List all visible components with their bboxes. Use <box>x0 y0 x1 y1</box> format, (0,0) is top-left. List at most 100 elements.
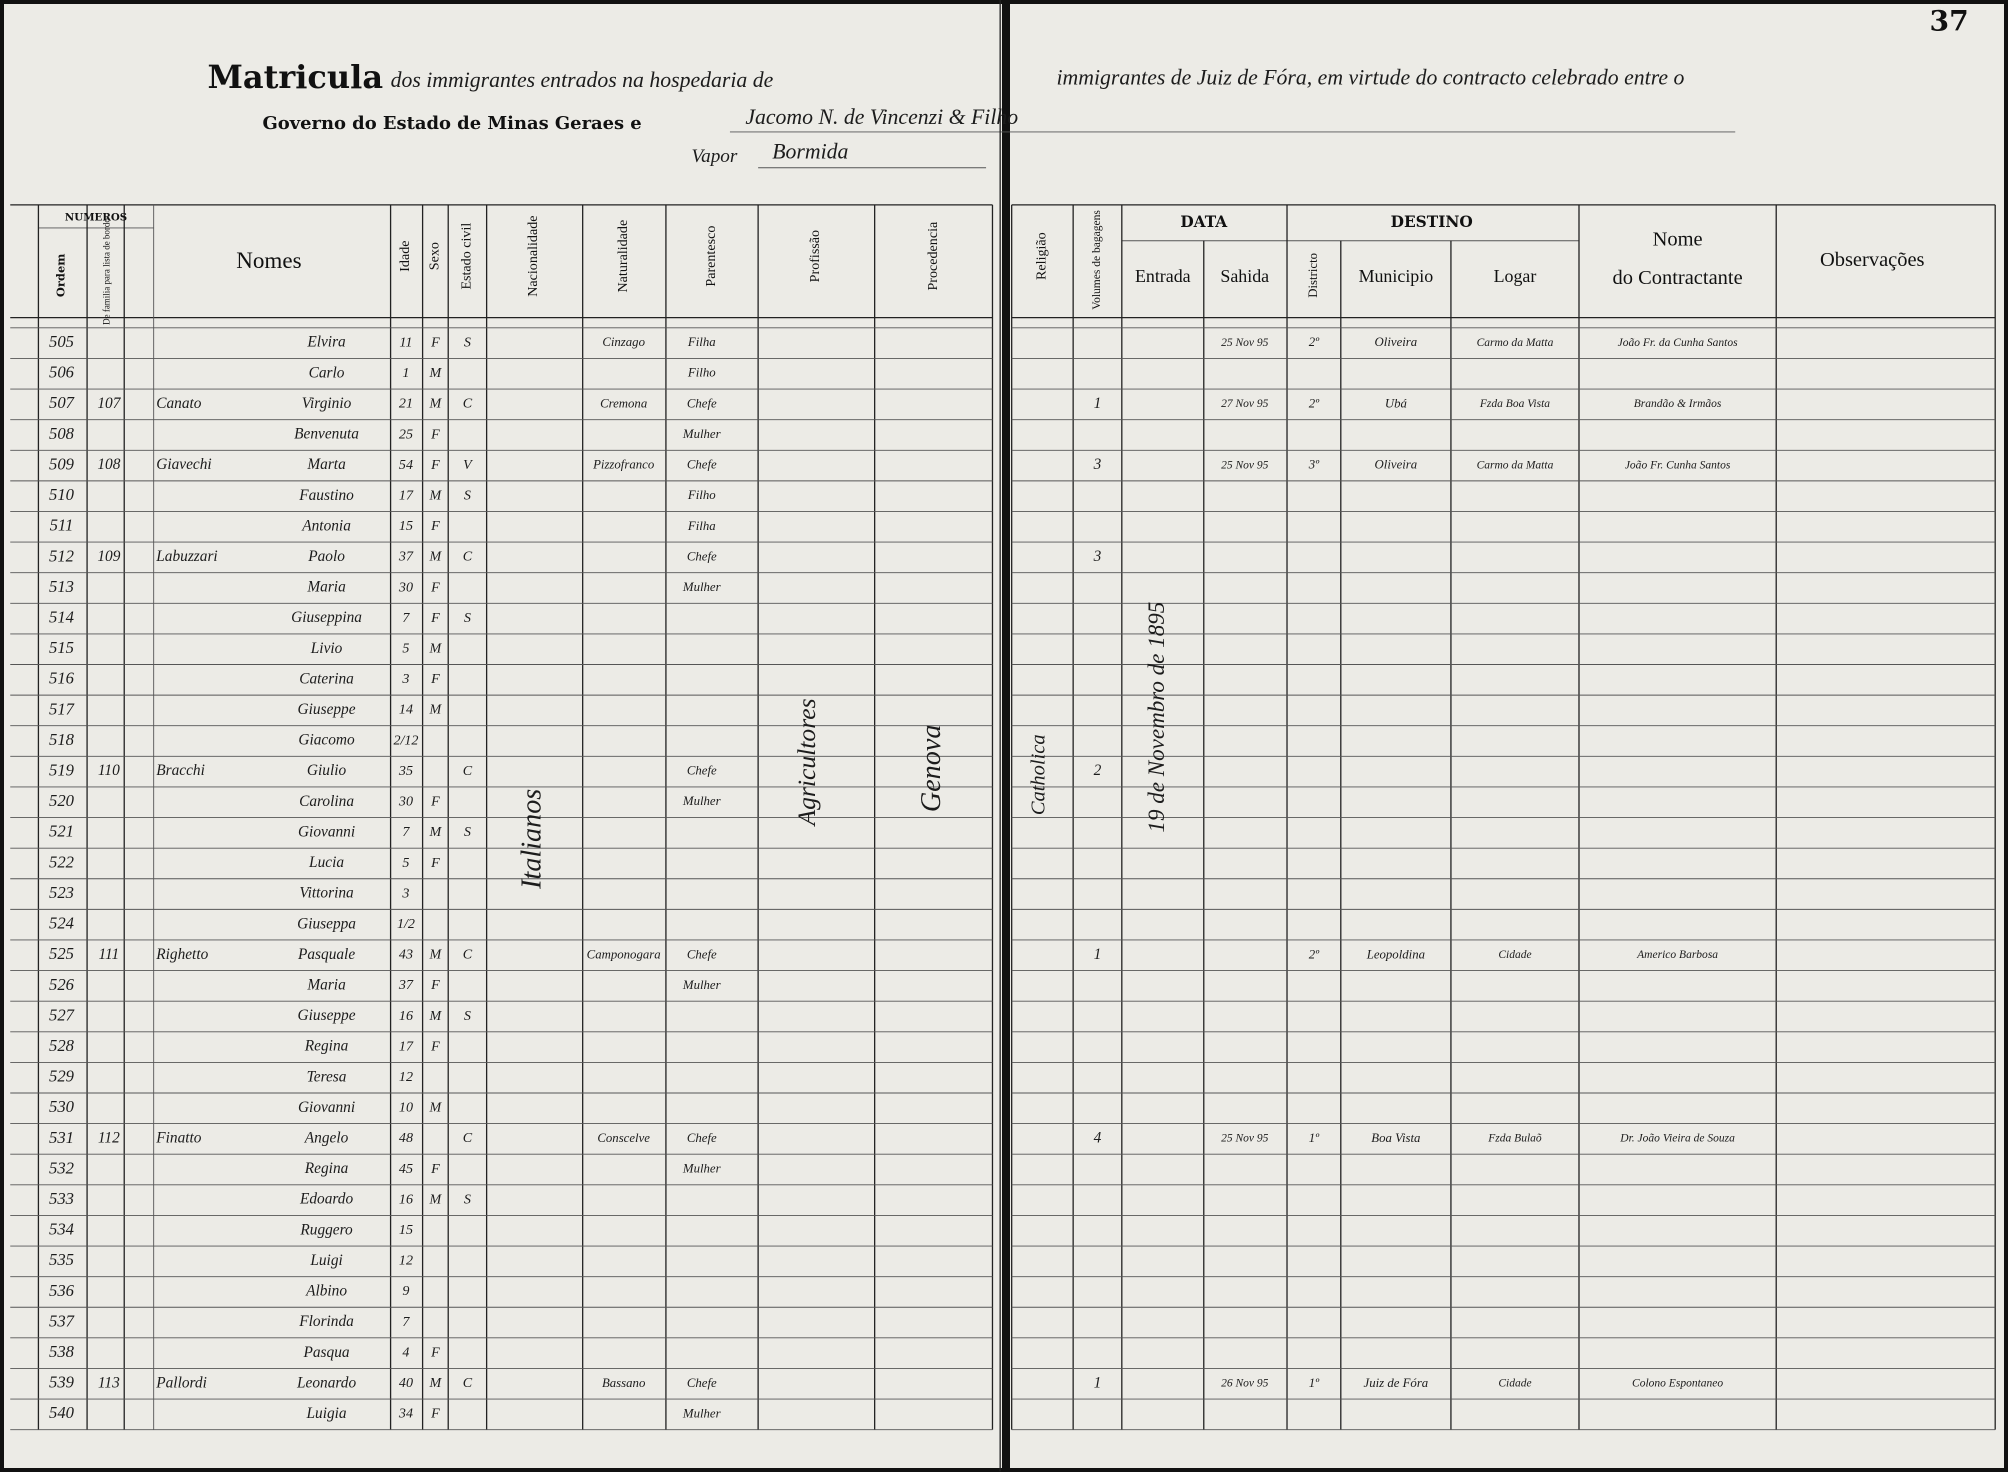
row-cell-volumes: 3 <box>1093 548 1102 565</box>
row-cell-volumes: 1 <box>1094 395 1102 412</box>
row-cell-estado: S <box>464 487 471 503</box>
row-cell-logar: Cidade <box>1498 1377 1531 1389</box>
row-cell-familia: 110 <box>98 762 120 779</box>
row-cell-ordem: 538 <box>49 1342 75 1361</box>
row-cell-nome: Leonardo <box>296 1374 356 1391</box>
annotation-procedencia: Genova <box>916 725 947 813</box>
row-cell-districto: 2º <box>1309 947 1320 961</box>
column-header: Profissão <box>807 230 823 282</box>
column-header: Sexo <box>427 242 443 270</box>
row-cell-sexo: M <box>429 1100 443 1116</box>
row-cell-estado: S <box>464 334 471 350</box>
row-cell-idade: 7 <box>402 1314 410 1330</box>
row-cell-ordem: 524 <box>49 914 74 933</box>
row-cell-nome: Giovanni <box>298 1099 355 1116</box>
row-cell-estado: V <box>463 457 473 473</box>
column-header: Ordem <box>53 253 67 297</box>
row-cell-nome: Angelo <box>304 1130 349 1147</box>
row-cell-nome: Carlo <box>309 364 345 381</box>
row-cell-ordem: 508 <box>49 424 75 443</box>
row-cell-parentesco: Mulher <box>682 427 722 441</box>
row-cell-ordem: 525 <box>49 944 74 963</box>
vapor-label: Vapor <box>692 146 738 167</box>
row-cell-nome: Giuseppina <box>291 609 362 626</box>
row-cell-ordem: 539 <box>49 1373 75 1392</box>
row-cell-districto: 1º <box>1309 1131 1320 1145</box>
row-cell-sobrenome: Bracchi <box>156 762 205 779</box>
row-cell-contractante: João Fr. Cunha Santos <box>1625 459 1731 471</box>
row-cell-idade: 14 <box>399 702 413 718</box>
row-cell-sexo: F <box>430 671 440 687</box>
row-cell-idade: 16 <box>399 1191 413 1207</box>
row-cell-contractante: João Fr. da Cunha Santos <box>1618 337 1738 349</box>
row-cell-ordem: 514 <box>49 607 74 626</box>
row-cell-parentesco: Chefe <box>687 764 717 778</box>
row-cell-idade: 17 <box>399 487 414 503</box>
row-cell-nome: Elvira <box>306 334 346 351</box>
row-cell-sobrenome: Pallordi <box>155 1374 207 1391</box>
row-cell-logar: Cidade <box>1498 949 1531 961</box>
row-cell-idade: 3 <box>401 671 409 687</box>
row-cell-idade: 48 <box>399 1130 413 1146</box>
row-cell-idade: 43 <box>399 947 413 963</box>
column-header: Volumes de bagagens <box>1091 210 1103 310</box>
row-cell-familia: 111 <box>98 946 119 963</box>
row-cell-nome: Edoardo <box>299 1191 354 1208</box>
row-cell-sexo: F <box>430 1406 440 1422</box>
row-cell-idade: 30 <box>398 579 413 595</box>
column-header: Logar <box>1494 266 1537 286</box>
row-cell-estado: S <box>464 1008 471 1024</box>
row-cell-idade: 1 <box>402 365 409 381</box>
row-cell-nome: Giovanni <box>298 823 355 840</box>
column-header: DATA <box>1180 213 1228 231</box>
row-cell-contractante: Colono Espontaneo <box>1632 1377 1723 1389</box>
row-cell-nome: Albino <box>305 1283 347 1300</box>
column-header: Procedencia <box>925 221 941 291</box>
row-cell-estado: C <box>463 1375 473 1391</box>
row-cell-idade: 37 <box>398 977 414 993</box>
row-cell-nome: Paolo <box>307 548 345 565</box>
row-cell-idade: 25 <box>399 426 413 442</box>
row-cell-idade: 15 <box>399 518 413 534</box>
column-header: Naturalidade <box>615 220 631 293</box>
annotation-profissao: Agricultores <box>792 698 821 827</box>
row-cell-naturalidade: Camponogara <box>587 947 661 961</box>
row-cell-logar: Carmo da Matta <box>1477 337 1554 349</box>
row-cell-parentesco: Chefe <box>687 1376 717 1390</box>
row-cell-parentesco: Filho <box>687 366 716 380</box>
row-cell-ordem: 527 <box>49 1005 75 1024</box>
column-header: Sahida <box>1220 266 1269 286</box>
row-cell-ordem: 536 <box>49 1281 75 1300</box>
row-cell-sobrenome: Labuzzari <box>155 548 217 565</box>
row-cell-ordem: 511 <box>50 516 74 535</box>
column-header: do Contractante <box>1613 267 1743 289</box>
annotation-entrada: 19 de Novembro de 1895 <box>1143 602 1169 833</box>
column-header: DESTINO <box>1391 213 1473 231</box>
row-cell-ordem: 518 <box>49 730 75 749</box>
title-word: Matricula <box>207 58 383 96</box>
column-header: Districto <box>1306 253 1320 298</box>
row-cell-sexo: M <box>429 396 443 412</box>
row-cell-municipio: Boa Vista <box>1371 1131 1420 1145</box>
row-cell-ordem: 535 <box>49 1250 74 1269</box>
row-cell-nome: Maria <box>306 579 346 596</box>
row-cell-districto: 3º <box>1308 458 1320 472</box>
row-cell-ordem: 522 <box>49 852 74 871</box>
row-cell-logar: Carmo da Matta <box>1477 459 1554 471</box>
row-cell-idade: 34 <box>398 1406 413 1422</box>
row-cell-estado: C <box>463 763 473 779</box>
row-cell-sexo: F <box>430 457 440 473</box>
row-cell-parentesco: Chefe <box>687 1131 717 1145</box>
row-cell-ordem: 532 <box>49 1158 74 1177</box>
row-cell-sexo: F <box>430 518 440 534</box>
annotation-nacionalidade: Italianos <box>516 789 547 890</box>
row-cell-parentesco: Mulher <box>682 1162 722 1176</box>
row-cell-sexo: M <box>429 365 443 381</box>
row-cell-familia: 108 <box>97 456 120 473</box>
column-header: Religião <box>1034 232 1050 280</box>
row-cell-parentesco: Mulher <box>682 580 722 594</box>
row-cell-idade: 7 <box>402 824 410 840</box>
row-cell-nome: Giuseppe <box>298 701 356 718</box>
column-header: Nome <box>1653 228 1703 250</box>
